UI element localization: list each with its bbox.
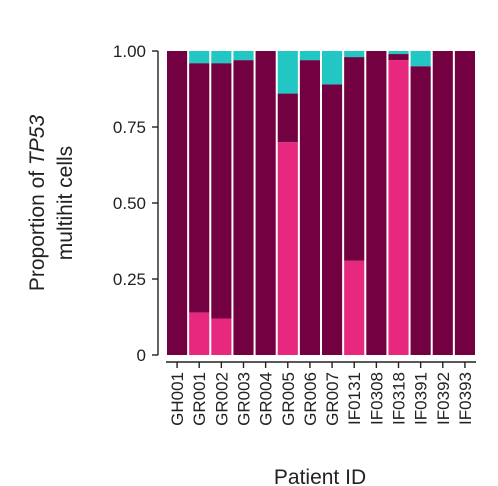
y-tick-label: 0.75	[113, 118, 146, 137]
bar-IF0308-segment-1	[366, 51, 387, 355]
bar-GR001-segment-0	[189, 312, 210, 355]
bar-GR001-segment-2	[189, 51, 210, 64]
bar-IF0318-segment-1	[388, 54, 409, 61]
bar-GR001-segment-1	[189, 63, 210, 313]
x-tick-label: GR002	[212, 372, 231, 426]
x-tick-label: GR001	[190, 372, 209, 426]
bars-group	[167, 51, 475, 356]
x-tick-label: GR007	[323, 372, 342, 426]
bar-IF0392-segment-1	[432, 51, 453, 355]
y-axis: 0 0.25 0.50 0.75 1.00	[113, 42, 159, 365]
bar-GR007-segment-1	[322, 84, 343, 355]
y-axis-title-line2: multihit cells	[54, 146, 77, 260]
bar-GH001-segment-1	[167, 51, 188, 355]
bar-GR006-segment-2	[299, 51, 320, 61]
x-tick-label: IF0318	[390, 372, 409, 425]
bar-GR004-segment-1	[255, 51, 276, 355]
bar-GR005-segment-1	[277, 93, 298, 143]
x-tick-label: IF0392	[434, 372, 453, 425]
y-tick-label: 0.50	[113, 194, 146, 213]
x-tick-label: IF0308	[367, 372, 386, 425]
bar-IF0131-segment-0	[344, 260, 365, 355]
x-tick-label: GH001	[168, 372, 187, 426]
bar-IF0318-segment-2	[388, 51, 409, 55]
bar-GR003-segment-1	[233, 60, 254, 356]
bar-IF0318-segment-0	[388, 60, 409, 356]
bar-IF0391-segment-2	[410, 51, 431, 67]
bar-GR002-segment-1	[211, 63, 232, 319]
x-tick-label: GR006	[301, 372, 320, 426]
bar-GR002-segment-2	[211, 51, 232, 64]
x-axis: GH001 GR001 GR002 GR003 GR004 GR005 GR006 GR007…	[166, 361, 476, 426]
x-axis-title: Patient ID	[274, 466, 366, 486]
x-tick-label: IF0393	[456, 372, 475, 425]
y-tick-label: 1.00	[113, 42, 146, 61]
bar-IF0393-segment-1	[454, 51, 475, 355]
bar-IF0131-segment-1	[344, 57, 365, 261]
bar-GR005-segment-2	[277, 51, 298, 94]
bar-GR005-segment-0	[277, 142, 298, 355]
bar-IF0391-segment-1	[410, 66, 431, 355]
x-tick-label: GR004	[257, 372, 276, 426]
y-axis-title-line1: Proportion of TP53	[26, 115, 49, 292]
bar-GR006-segment-1	[299, 60, 320, 356]
x-tick-label: IF0131	[345, 372, 364, 425]
y-tick-label: 0	[137, 346, 146, 365]
bar-IF0131-segment-2	[344, 51, 365, 58]
x-tick-label: GR005	[279, 372, 298, 426]
x-tick-label: GR003	[235, 372, 254, 426]
bar-GR003-segment-2	[233, 51, 254, 61]
y-tick-label: 0.25	[113, 270, 146, 289]
x-tick-label: IF0391	[412, 372, 431, 425]
bar-GR002-segment-0	[211, 318, 232, 355]
bar-GR007-segment-2	[322, 51, 343, 85]
